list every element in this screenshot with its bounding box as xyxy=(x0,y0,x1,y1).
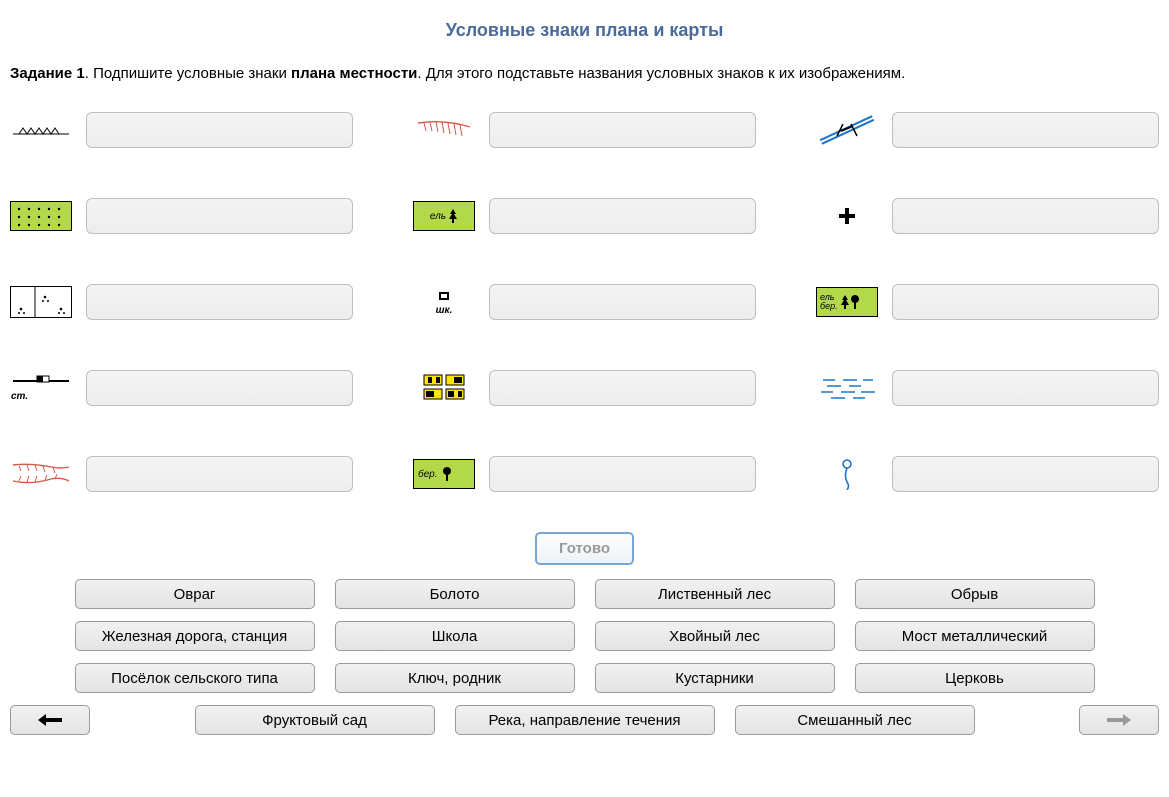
cell-shrub xyxy=(10,284,353,320)
symbol-spring xyxy=(816,456,878,492)
cell-school: шк. xyxy=(413,284,756,320)
drop-3[interactable] xyxy=(892,112,1159,148)
task-label: Задание 1 xyxy=(10,65,85,82)
symbol-village xyxy=(413,370,475,406)
chip[interactable]: Река, направление течения xyxy=(455,705,715,735)
drop-5[interactable] xyxy=(489,198,756,234)
symbol-shrub xyxy=(10,284,72,320)
ready-button[interactable]: Готово xyxy=(535,532,634,565)
chip[interactable]: Мост металлический xyxy=(855,621,1095,651)
symbol-embankment xyxy=(10,112,72,148)
chip[interactable]: Овраг xyxy=(75,579,315,609)
arrow-left-icon xyxy=(38,713,62,727)
symbol-church xyxy=(816,198,878,234)
drop-6[interactable] xyxy=(892,198,1159,234)
chip[interactable]: Болото xyxy=(335,579,575,609)
instr-prefix: . Подпишите условные знаки xyxy=(85,65,291,82)
symbol-deciduous: бер. xyxy=(413,456,475,492)
cell-spring xyxy=(816,456,1159,492)
nav-row: Фруктовый сад Река, направление течения … xyxy=(10,705,1159,735)
chip[interactable]: Посёлок сельского типа xyxy=(75,663,315,693)
answer-bank-row3: Посёлок сельского типа Ключ, родник Куст… xyxy=(35,663,1135,693)
label-deciduous: бер. xyxy=(418,469,438,480)
drop-9[interactable] xyxy=(892,284,1159,320)
chip[interactable]: Школа xyxy=(335,621,575,651)
cell-mixed: ель бер. xyxy=(816,284,1159,320)
cell-village xyxy=(413,370,756,406)
symbol-station: ст. xyxy=(10,370,72,406)
cell-orchard xyxy=(10,198,353,234)
arrow-right-icon xyxy=(1107,713,1131,727)
cell-swamp xyxy=(816,370,1159,406)
drop-15[interactable] xyxy=(892,456,1159,492)
cell-ravine xyxy=(10,456,353,492)
chip[interactable]: Обрыв xyxy=(855,579,1095,609)
cell-station: ст. xyxy=(10,370,353,406)
chip[interactable]: Хвойный лес xyxy=(595,621,835,651)
cell-cliff xyxy=(413,112,756,148)
chip[interactable]: Церковь xyxy=(855,663,1095,693)
chip[interactable]: Железная дорога, станция xyxy=(75,621,315,651)
cell-church xyxy=(816,198,1159,234)
page-title: Условные знаки плана и карты xyxy=(10,20,1159,41)
cell-embankment xyxy=(10,112,353,148)
label-conifer: ель xyxy=(430,211,446,222)
symbol-conifer: ель xyxy=(413,198,475,234)
chip[interactable]: Смешанный лес xyxy=(735,705,975,735)
instr-suffix: . Для этого подставьте названия условных… xyxy=(417,65,905,82)
cell-bridge xyxy=(816,112,1159,148)
symbol-orchard xyxy=(10,198,72,234)
label-mixed: ель бер. xyxy=(820,293,838,311)
chip[interactable]: Лиственный лес xyxy=(595,579,835,609)
instruction: Задание 1. Подпишите условные знаки план… xyxy=(10,65,1159,82)
symbol-cliff xyxy=(413,112,475,148)
drop-8[interactable] xyxy=(489,284,756,320)
symbol-swamp xyxy=(816,370,878,406)
answer-bank-row4: Фруктовый сад Река, направление течения … xyxy=(110,705,1059,735)
cell-conifer: ель xyxy=(413,198,756,234)
symbol-grid: ель шк. xyxy=(10,112,1159,492)
chip[interactable]: Фруктовый сад xyxy=(195,705,435,735)
drop-14[interactable] xyxy=(489,456,756,492)
symbol-school: шк. xyxy=(413,284,475,320)
chip[interactable]: Ключ, родник xyxy=(335,663,575,693)
label-school: шк. xyxy=(436,305,453,316)
drop-10[interactable] xyxy=(86,370,353,406)
label-station: ст. xyxy=(11,391,71,402)
symbol-bridge xyxy=(816,112,878,148)
instr-bold: плана местности xyxy=(291,65,417,82)
answer-bank-row2: Железная дорога, станция Школа Хвойный л… xyxy=(35,621,1135,651)
drop-1[interactable] xyxy=(86,112,353,148)
drop-2[interactable] xyxy=(489,112,756,148)
next-button[interactable] xyxy=(1079,705,1159,735)
symbol-mixed: ель бер. xyxy=(816,284,878,320)
chip[interactable]: Кустарники xyxy=(595,663,835,693)
drop-4[interactable] xyxy=(86,198,353,234)
drop-7[interactable] xyxy=(86,284,353,320)
prev-button[interactable] xyxy=(10,705,90,735)
answer-bank-row1: Овраг Болото Лиственный лес Обрыв xyxy=(35,579,1135,609)
drop-13[interactable] xyxy=(86,456,353,492)
cell-deciduous: бер. xyxy=(413,456,756,492)
drop-12[interactable] xyxy=(892,370,1159,406)
symbol-ravine xyxy=(10,456,72,492)
drop-11[interactable] xyxy=(489,370,756,406)
